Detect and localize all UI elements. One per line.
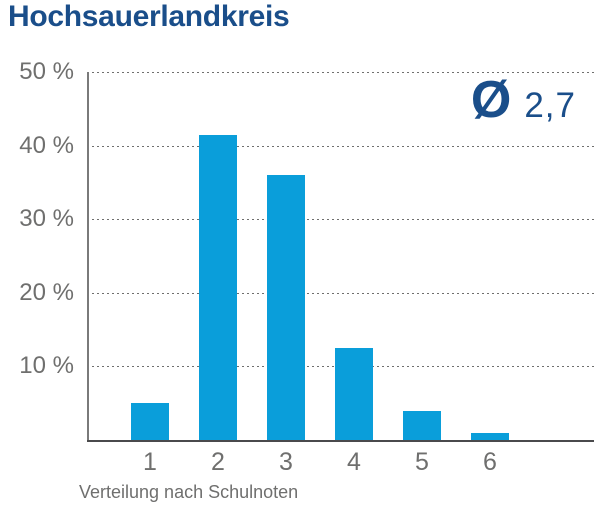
- average-icon: Ø: [470, 71, 512, 129]
- gridline: [87, 219, 594, 221]
- x-tick-label: 5: [415, 448, 429, 476]
- x-tick-label: 6: [483, 448, 497, 476]
- bar: [335, 348, 373, 440]
- x-tick-label: 4: [347, 448, 361, 476]
- y-tick-label: 10 %: [19, 352, 74, 380]
- x-tick-label: 2: [211, 448, 225, 476]
- x-tick-label: 1: [143, 448, 157, 476]
- x-tick-label: 3: [279, 448, 293, 476]
- gridline: [87, 292, 594, 294]
- gridline: [87, 145, 594, 147]
- y-tick-label: 20 %: [19, 278, 74, 306]
- y-tick-label: 50 %: [19, 58, 74, 85]
- bar: [267, 175, 305, 440]
- bar: [403, 410, 441, 440]
- bar: [199, 134, 237, 440]
- chart-title: Hochsauerlandkreis: [8, 0, 290, 33]
- bar: [471, 432, 509, 440]
- y-tick-label: 40 %: [19, 131, 74, 159]
- bar: [131, 403, 169, 440]
- x-axis-line: [87, 440, 594, 442]
- average-annotation: Ø 2,7: [471, 74, 576, 126]
- y-tick-label: 30 %: [19, 205, 74, 233]
- y-axis-line: [87, 72, 89, 442]
- chart-caption: Verteilung nach Schulnoten: [79, 482, 299, 502]
- gridline: [87, 72, 594, 73]
- average-value: 2,7: [524, 86, 576, 125]
